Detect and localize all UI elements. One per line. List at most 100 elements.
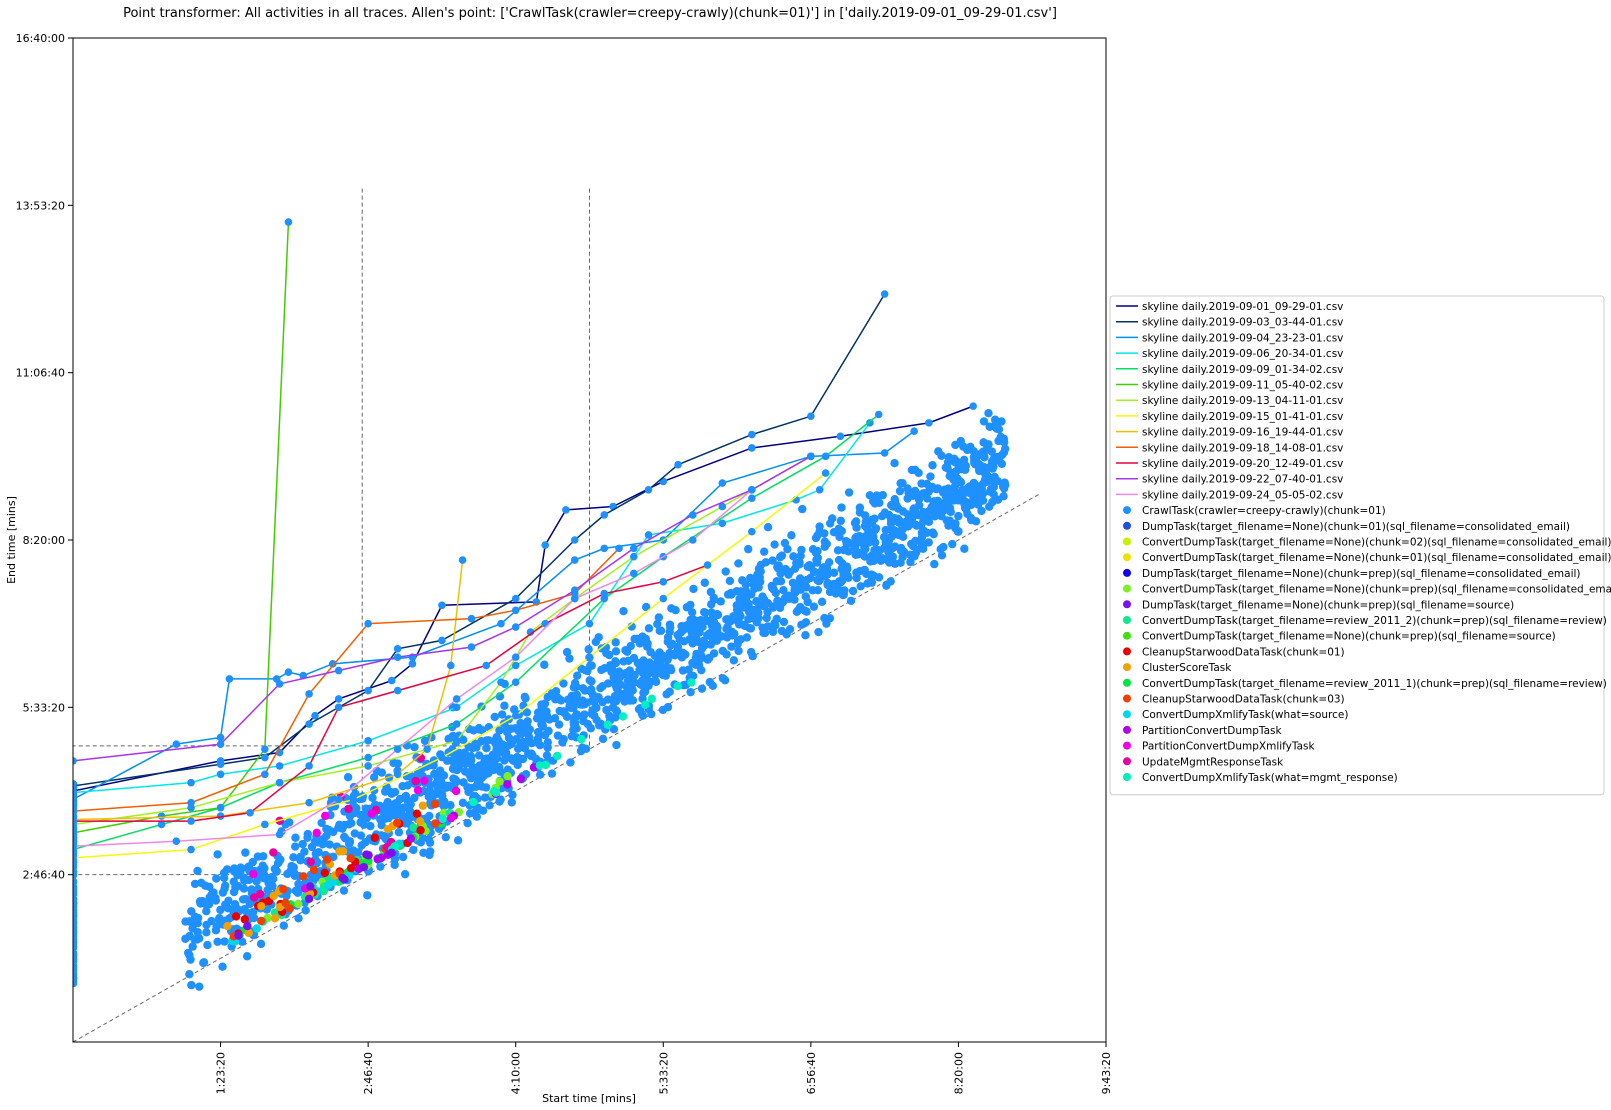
x-tick-label: 2:46:40 (362, 1052, 375, 1094)
skyline-point (452, 720, 461, 728)
crawl-task-point (611, 647, 621, 656)
task-point (322, 855, 332, 864)
crawl-task-point (644, 681, 653, 690)
crawl-task-point (572, 682, 581, 692)
skyline-point (73, 795, 77, 804)
crawl-task-point (508, 790, 517, 800)
crawl-task-point (829, 527, 839, 537)
crawl-task-point (619, 606, 628, 616)
crawl-task-point (895, 486, 905, 496)
crawl-task-point (954, 527, 963, 536)
legend-label: PartitionConvertDumpXmlifyTask (1142, 741, 1315, 753)
crawl-task-point (646, 647, 655, 657)
skyline-point (615, 544, 623, 553)
crawl-task-point (930, 559, 939, 569)
crawl-task-point (690, 623, 699, 632)
task-point (362, 850, 371, 859)
crawl-task-point (363, 891, 372, 900)
crawl-task-point (516, 718, 525, 728)
skyline-point (438, 601, 446, 610)
crawl-task-point (959, 455, 969, 465)
crawl-task-point (928, 461, 937, 470)
skyline-point (328, 660, 337, 668)
crawl-task-point (922, 528, 932, 537)
legend-label: skyline daily.2019-09-20_12-49-01.csv (1142, 458, 1343, 470)
crawl-task-point (518, 726, 528, 736)
crawl-task-point (930, 497, 939, 506)
crawl-task-point (212, 922, 221, 931)
crawl-task-point (493, 748, 502, 758)
crawl-task-point (815, 522, 824, 531)
crawl-task-point (978, 449, 987, 458)
skyline-point (423, 745, 431, 753)
crawl-task-point (687, 608, 697, 617)
crawl-task-point (503, 728, 512, 737)
crawl-task-point (535, 770, 545, 779)
y-axis: 2:46:40 5:33:20 8:20:00 11:06:40 13:53:20 16:… (16, 32, 73, 882)
legend-box (1109, 295, 1605, 796)
crawl-task-point (722, 650, 731, 659)
skyline-point (866, 419, 874, 427)
skyline-point (172, 837, 181, 845)
crawl-task-point (583, 719, 593, 729)
crawl-task-point (1000, 444, 1010, 454)
crawl-task-point (285, 818, 294, 827)
crawl-task-point (984, 408, 993, 418)
crawl-task-point (619, 657, 628, 666)
skyline-point (511, 653, 520, 661)
crawl-task-point (202, 906, 211, 916)
crawl-task-point (979, 438, 988, 447)
skyline-point (570, 586, 579, 594)
crawl-task-point (611, 638, 620, 647)
crawl-task-point (707, 600, 716, 609)
task-point (312, 828, 321, 838)
crawl-task-point (779, 586, 788, 595)
crawl-task-point (486, 762, 496, 771)
crawl-task-point (887, 500, 896, 510)
crawl-task-point (572, 671, 582, 680)
task-point (603, 720, 612, 729)
skyline-point (629, 569, 638, 578)
skyline-point (275, 778, 284, 787)
task-point (299, 872, 308, 881)
crawl-task-point (554, 720, 564, 729)
legend-marker-swatch (1123, 537, 1131, 546)
crawl-task-point (550, 714, 560, 723)
task-point (406, 834, 416, 843)
crawl-task-point (797, 545, 806, 555)
crawl-task-point (294, 914, 303, 923)
crawl-task-point (449, 764, 459, 773)
task-point (344, 804, 353, 814)
crawl-task-point (813, 547, 822, 556)
skyline-line (73, 455, 812, 762)
crawl-task-point (377, 768, 387, 777)
crawl-task-point (542, 751, 552, 760)
crawl-task-point (819, 563, 829, 572)
skyline-point (364, 737, 372, 745)
task-point (503, 780, 512, 789)
legend: skyline daily.2019-09-01_09-29-01.csvsky… (1109, 295, 1611, 796)
skyline-point (438, 636, 446, 645)
legend-label: skyline daily.2019-09-13_04-11-01.csv (1142, 395, 1343, 407)
crawl-task-point (630, 678, 639, 687)
task-point (430, 799, 440, 809)
crawl-task-point (580, 710, 589, 719)
crawl-task-point (583, 698, 592, 707)
reference-line (73, 492, 1042, 1042)
task-point (252, 924, 262, 933)
crawl-task-point (490, 737, 500, 747)
crawl-task-point (916, 537, 926, 547)
crawl-task-point (463, 819, 472, 828)
crawl-task-point (908, 513, 917, 523)
crawl-task-point (925, 485, 934, 495)
skyline-point (187, 798, 195, 807)
crawl-task-point (654, 613, 664, 622)
crawl-task-point (894, 504, 903, 513)
crawl-task-point (756, 567, 765, 576)
task-point (340, 875, 349, 884)
skyline-point (562, 506, 570, 514)
crawl-task-point (219, 873, 229, 883)
skyline-point (511, 594, 520, 603)
crawl-task-point (576, 746, 586, 756)
skyline-point (225, 675, 234, 683)
